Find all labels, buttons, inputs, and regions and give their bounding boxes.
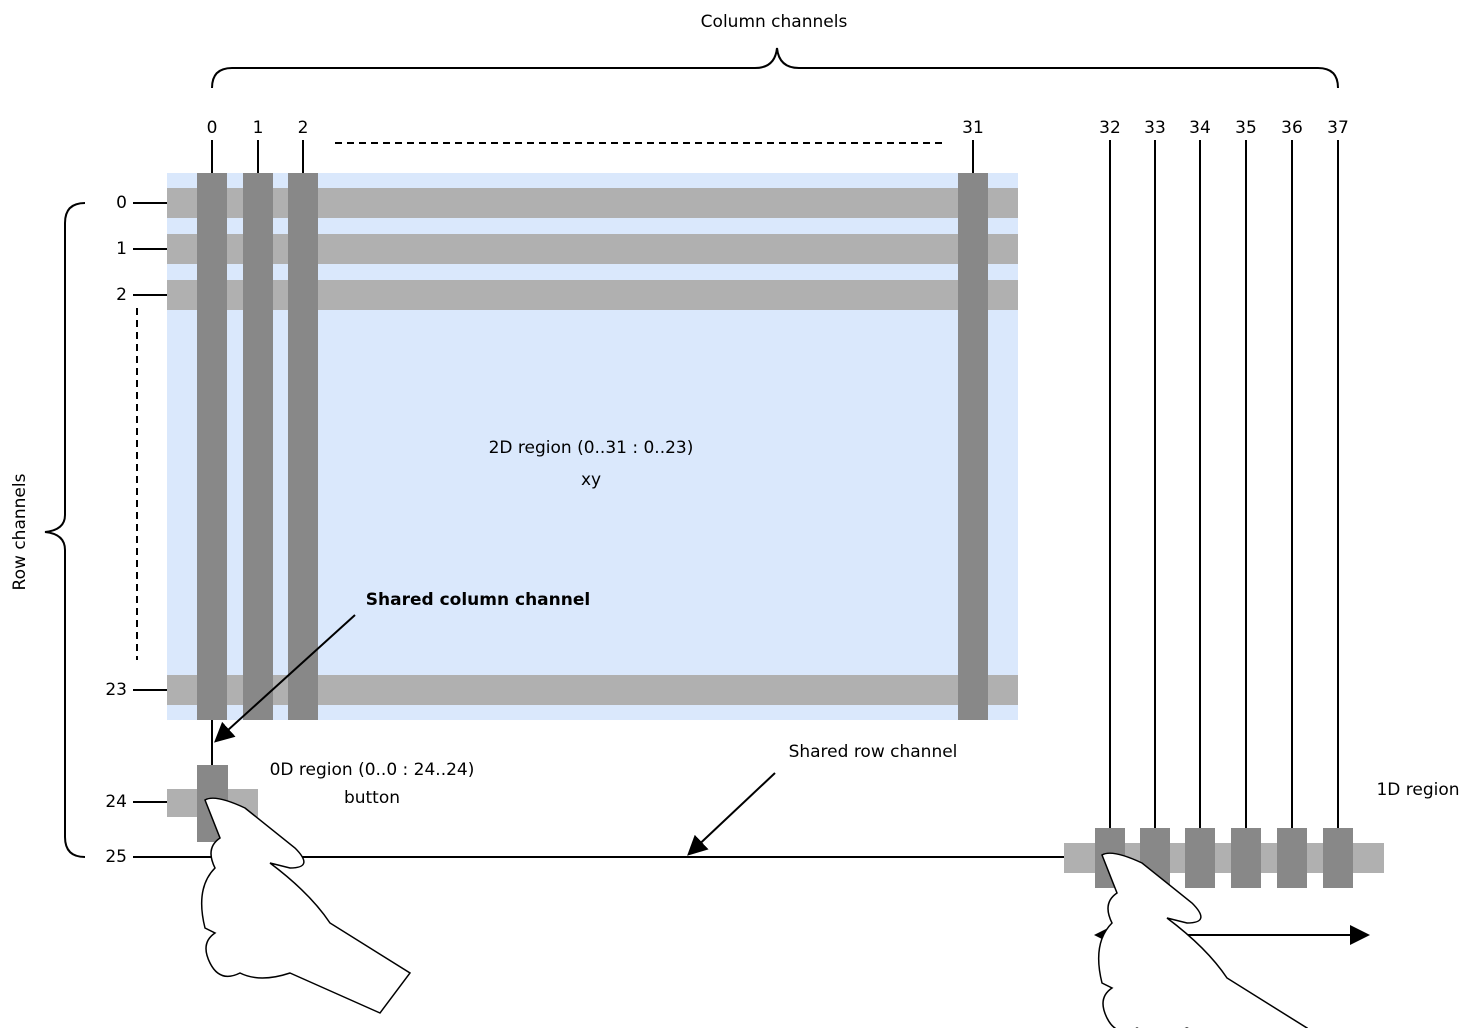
column-brace bbox=[211, 47, 1339, 89]
row-label: 24 bbox=[105, 792, 127, 812]
column-bar bbox=[243, 173, 273, 720]
region-0d-label: 0D region (0..0 : 24..24) bbox=[270, 760, 475, 780]
row-label: 0 bbox=[116, 193, 127, 213]
column-bar bbox=[197, 173, 227, 720]
row-label: 2 bbox=[116, 285, 127, 305]
hand bbox=[200, 797, 412, 1014]
column-label: 31 bbox=[962, 118, 984, 138]
column-label: 32 bbox=[1099, 118, 1121, 138]
column-label: 1 bbox=[253, 118, 264, 138]
region-1d-label: 1D region bbox=[1376, 780, 1459, 800]
slider-cell bbox=[1323, 828, 1353, 888]
column-label: 36 bbox=[1281, 118, 1303, 138]
region-2d-sub: xy bbox=[581, 470, 601, 490]
column-label: 33 bbox=[1144, 118, 1166, 138]
hand bbox=[1097, 852, 1309, 1028]
column-label: 34 bbox=[1189, 118, 1211, 138]
column-channels-label: Column channels bbox=[701, 12, 848, 32]
slider-cell bbox=[1231, 828, 1261, 888]
column-label: 37 bbox=[1327, 118, 1349, 138]
column-label: 2 bbox=[298, 118, 309, 138]
slider-cell bbox=[1185, 828, 1215, 888]
region-0d-sub: button bbox=[344, 788, 400, 808]
row-label: 1 bbox=[116, 239, 127, 259]
row-label: 23 bbox=[105, 680, 127, 700]
column-label: 0 bbox=[207, 118, 218, 138]
column-label: 35 bbox=[1235, 118, 1257, 138]
region-2d-label: 2D region (0..31 : 0..23) bbox=[489, 438, 694, 458]
arrow bbox=[214, 614, 356, 743]
column-bar bbox=[958, 173, 988, 720]
shared-column-label: Shared column channel bbox=[366, 590, 590, 610]
shared-row-label: Shared row channel bbox=[789, 742, 958, 762]
row-label: 25 bbox=[105, 847, 127, 867]
row-channels-label: Row channels bbox=[10, 473, 30, 590]
arrow bbox=[687, 772, 776, 856]
row-brace bbox=[44, 202, 86, 858]
column-bar bbox=[288, 173, 318, 720]
slider-cell bbox=[1277, 828, 1307, 888]
